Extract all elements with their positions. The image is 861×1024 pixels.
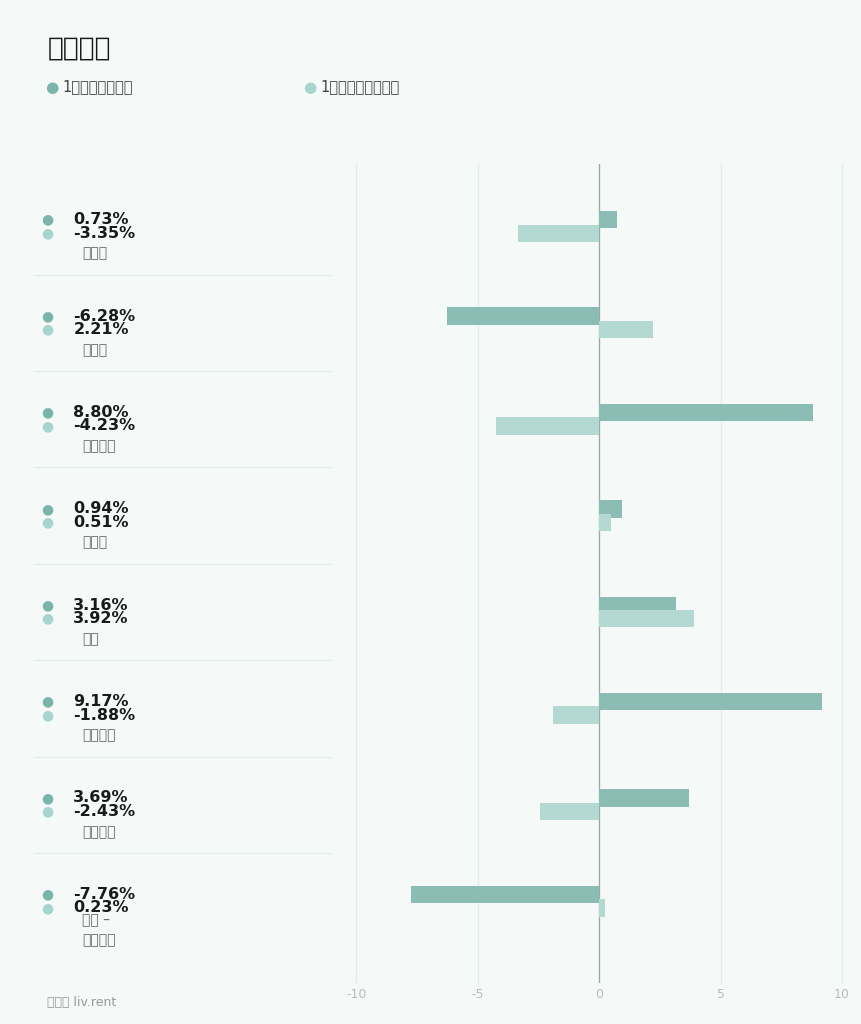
Text: 万锦: 万锦 (82, 632, 98, 646)
Text: ●: ● (45, 80, 58, 94)
Bar (598, 597, 675, 614)
Text: 北约克: 北约克 (82, 343, 107, 356)
Text: 3.16%: 3.16% (73, 598, 128, 612)
Text: ●: ● (41, 515, 53, 529)
Bar (446, 307, 598, 325)
Text: 旺市 –: 旺市 – (82, 913, 109, 927)
Text: ●: ● (41, 323, 53, 337)
Bar (598, 514, 610, 531)
Bar (598, 403, 812, 421)
Text: -3.35%: -3.35% (73, 225, 135, 241)
Text: -6.28%: -6.28% (73, 308, 135, 324)
Text: ●: ● (41, 611, 53, 626)
Text: ●: ● (41, 901, 53, 914)
Text: 0.23%: 0.23% (73, 900, 128, 915)
Bar (540, 803, 598, 820)
Text: 1卧室不带家具房源: 1卧室不带家具房源 (320, 80, 400, 94)
Text: 列治文山: 列治文山 (82, 934, 115, 947)
Bar (598, 321, 652, 338)
Text: 3.69%: 3.69% (73, 791, 128, 806)
Bar (598, 211, 616, 228)
Text: 布兰普顿: 布兰普顿 (82, 824, 115, 839)
Bar (598, 899, 604, 916)
Text: 市中心: 市中心 (82, 247, 107, 260)
Text: 环比变化: 环比变化 (47, 36, 111, 61)
Text: 密西沙加: 密西沙加 (82, 728, 115, 742)
Text: ●: ● (41, 888, 53, 901)
Bar (598, 790, 688, 807)
Text: ●: ● (41, 598, 53, 612)
Text: -2.43%: -2.43% (73, 804, 135, 819)
Text: ●: ● (303, 80, 316, 94)
Text: ●: ● (41, 502, 53, 516)
Text: ●: ● (41, 419, 53, 433)
Text: -1.88%: -1.88% (73, 708, 135, 723)
Bar (598, 500, 621, 517)
Text: 1卧室带家具房源: 1卧室带家具房源 (62, 80, 133, 94)
Text: 8.80%: 8.80% (73, 404, 128, 420)
Text: ●: ● (41, 309, 53, 324)
Text: 3.92%: 3.92% (73, 611, 128, 627)
Text: 0.94%: 0.94% (73, 502, 128, 516)
Text: ●: ● (41, 226, 53, 241)
Text: ●: ● (41, 805, 53, 818)
Text: ●: ● (41, 406, 53, 420)
Text: 怡陶碧谷: 怡陶碧谷 (82, 439, 115, 454)
Text: ●: ● (41, 709, 53, 722)
Text: 来源： liv.rent: 来源： liv.rent (47, 995, 116, 1009)
Bar (598, 693, 821, 711)
Text: 0.73%: 0.73% (73, 212, 128, 227)
Text: 0.51%: 0.51% (73, 515, 128, 529)
Bar (598, 610, 693, 628)
Text: -7.76%: -7.76% (73, 887, 135, 902)
Text: 2.21%: 2.21% (73, 323, 128, 337)
Bar (553, 707, 598, 724)
Text: ●: ● (41, 694, 53, 709)
Text: 士嘉堡: 士嘉堡 (82, 536, 107, 550)
Text: ●: ● (41, 213, 53, 226)
Bar (517, 224, 598, 242)
Text: ●: ● (41, 791, 53, 805)
Bar (410, 886, 598, 903)
Text: -4.23%: -4.23% (73, 419, 135, 433)
Text: 9.17%: 9.17% (73, 694, 128, 710)
Bar (496, 418, 598, 434)
